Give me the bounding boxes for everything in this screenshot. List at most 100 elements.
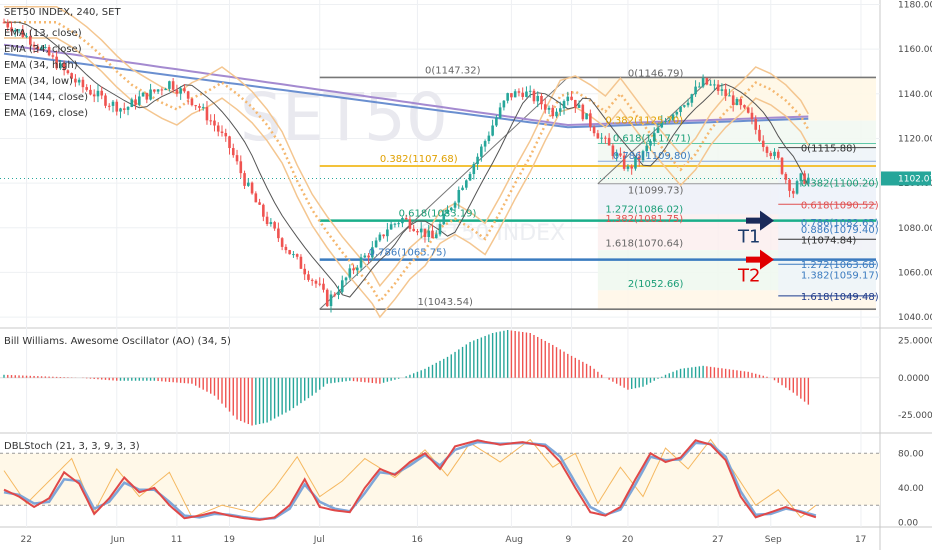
candle-body [434, 234, 438, 239]
candle-body [438, 224, 442, 235]
candle-body [81, 79, 85, 88]
fib-mid-label: 0.786(1109.80) [613, 151, 691, 162]
candle-body [21, 29, 25, 38]
candle-body [423, 228, 427, 238]
candle-body [754, 118, 758, 130]
fib-mid-label: 0(1146.79) [628, 69, 684, 80]
legend-entry: EMA (169, close) [4, 108, 88, 119]
candle-body [367, 255, 370, 258]
candle-body [495, 117, 498, 126]
candle-body [378, 234, 382, 241]
candle-body [761, 140, 765, 147]
candle-body [652, 132, 656, 142]
candle-body [397, 223, 400, 225]
candle-body [735, 98, 739, 105]
fib-mid-label: 1.272(1086.02) [605, 204, 683, 215]
candle-body [773, 151, 776, 157]
candle-body [690, 94, 694, 103]
candle-body [709, 84, 712, 86]
candle-body [363, 255, 367, 258]
candle-body [77, 79, 81, 83]
candle-body [728, 95, 731, 97]
candle-body [667, 120, 671, 122]
candle-body [765, 146, 769, 153]
candle-body [412, 228, 415, 232]
candle-body [555, 111, 558, 117]
candle-body [619, 153, 622, 156]
candle-body [205, 107, 209, 121]
date-tick-label: 20 [622, 535, 634, 545]
candle-body [32, 44, 36, 47]
candle-body [513, 91, 517, 98]
candle-body [683, 105, 686, 107]
stoch-tick-label: 40.00 [898, 484, 924, 494]
candle-body [803, 173, 806, 184]
candle-body [2, 22, 6, 24]
fib-mid-label: 2(1052.66) [628, 279, 684, 290]
fib-mid-label: 1(1099.73) [628, 186, 684, 197]
candle-body [502, 100, 506, 108]
candle-body [329, 294, 333, 307]
zone-right [778, 147, 876, 297]
target-label: T1 [737, 227, 760, 248]
candles [2, 18, 810, 313]
legend-entry: EMA (34, close) [4, 44, 82, 55]
candle-body [611, 145, 615, 156]
candle-body [483, 141, 487, 147]
candle-body [491, 125, 494, 136]
candle-body [55, 56, 58, 69]
fib-right-label: 1(1074.84) [801, 235, 857, 246]
candle-body [604, 137, 607, 139]
candle-body [179, 88, 182, 94]
candle-body [51, 55, 55, 57]
candle-body [746, 107, 750, 113]
fib-mid-label: 1.382(1081.75) [605, 214, 683, 225]
date-tick-label: 17 [855, 535, 866, 545]
candle-body [807, 177, 810, 184]
date-tick-label: Sep [765, 535, 782, 545]
candle-body [743, 105, 746, 108]
candle-body [269, 222, 273, 225]
legend-entry: EMA (144, close) [4, 92, 88, 103]
target-arrow-icon [746, 210, 774, 231]
candle-body [284, 246, 288, 251]
candle-body [540, 95, 543, 105]
candle-body [277, 228, 280, 239]
candle-body [47, 47, 51, 56]
fib-right-label: 1.272(1063.68) [801, 260, 879, 271]
candle-body [532, 90, 536, 102]
candle-body [589, 113, 592, 127]
candle-body [716, 84, 720, 91]
candle-body [498, 107, 502, 118]
candle-body [739, 98, 742, 106]
fib-left-label: 0(1147.32) [425, 65, 481, 76]
fib-right-label: 0.886(1079.40) [801, 225, 879, 236]
date-tick-label: 19 [224, 535, 236, 545]
candle-body [581, 104, 585, 120]
last-price-badge [881, 171, 931, 186]
candle-body [352, 268, 355, 271]
legend-entry: EMA (34, low) [4, 76, 73, 87]
ema-13-line [4, 21, 809, 298]
candle-body [337, 291, 340, 296]
candle-body [799, 173, 803, 182]
candle-body [243, 173, 246, 186]
fib-right-label: 0.786(1082.65) [801, 218, 879, 229]
candle-body [107, 105, 111, 107]
candle-body [528, 90, 532, 92]
candle-body [310, 279, 314, 281]
price-tick-label: 1040.00 [898, 313, 932, 323]
candle-body [40, 47, 43, 50]
candle-body [457, 189, 461, 203]
legend: EMA (13, close) EMA (34, close) EMA (34, h… [4, 28, 88, 119]
candle-body [307, 274, 310, 280]
candle-body [141, 92, 145, 97]
candle-body [356, 267, 359, 271]
candle-body [476, 156, 479, 164]
stoch-d-line [3, 440, 817, 521]
candle-body [374, 240, 378, 248]
candle-body [795, 181, 799, 194]
candle-body [626, 166, 630, 169]
candle-body [100, 90, 104, 96]
candle-body [153, 89, 156, 92]
